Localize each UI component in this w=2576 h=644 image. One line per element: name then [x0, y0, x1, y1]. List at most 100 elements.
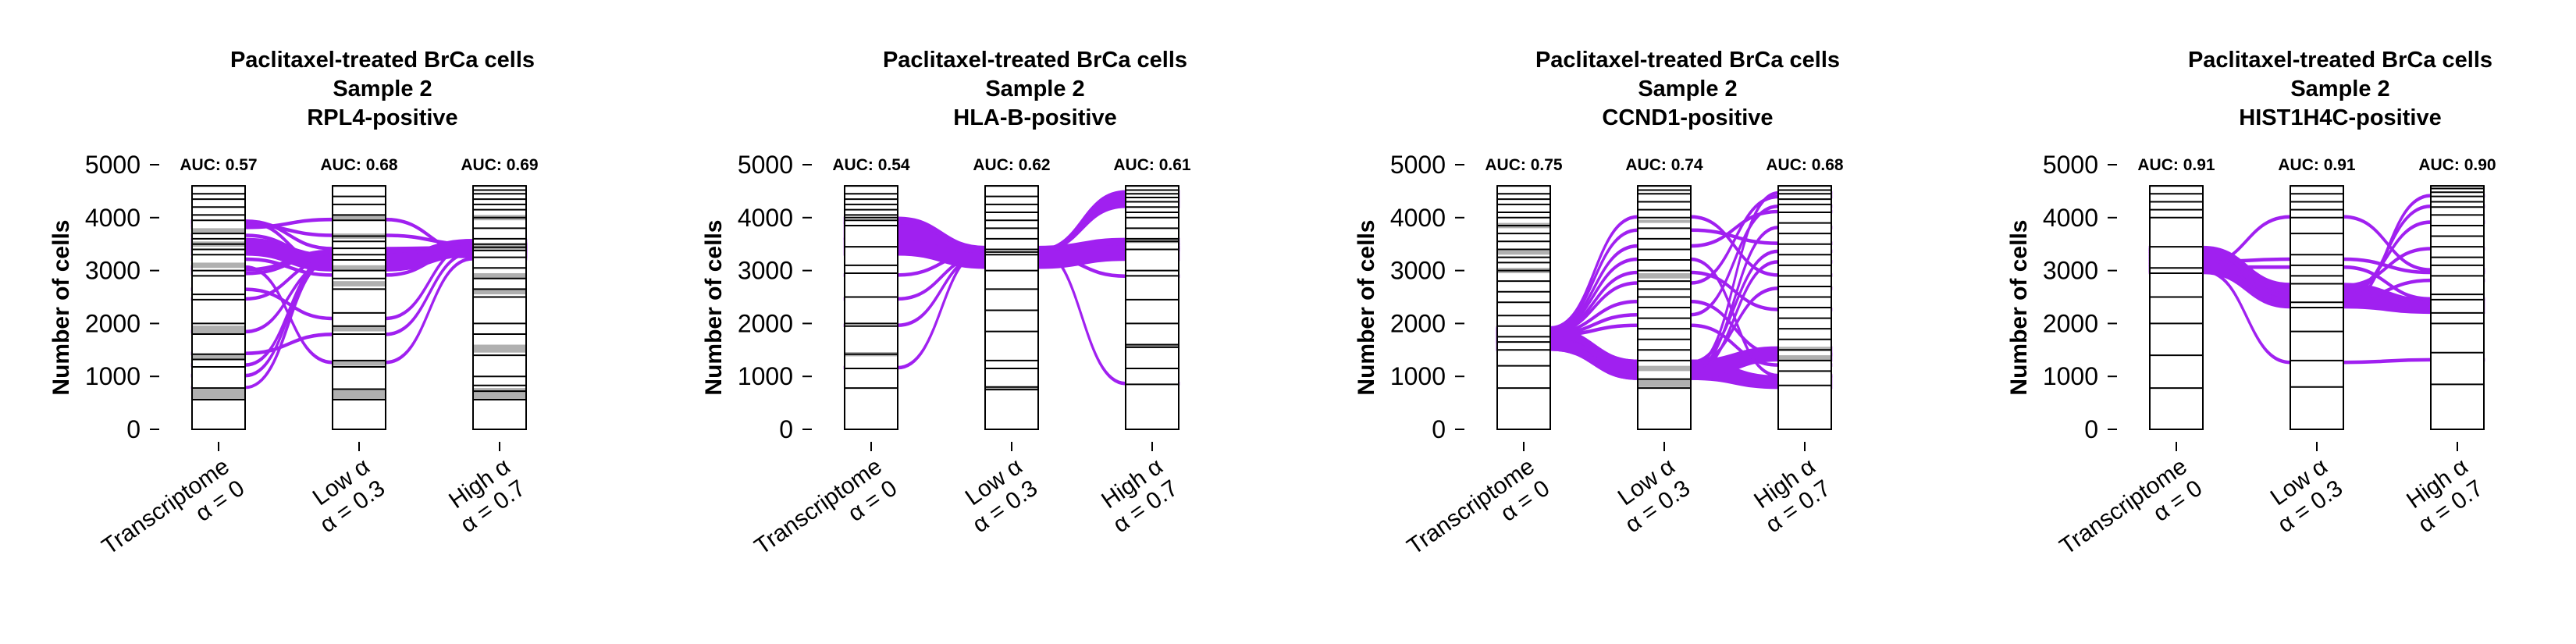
auc-label: AUC: 0.69	[461, 156, 538, 174]
y-tick-label: 1000	[738, 362, 793, 390]
stratum-gray-band	[333, 326, 386, 332]
panel-1: Paclitaxel-treated BrCa cells Sample 2 RPL…	[48, 48, 539, 560]
stratum-background	[1497, 186, 1550, 429]
auc-label: AUC: 0.74	[1625, 156, 1703, 174]
stratum-outline	[844, 185, 898, 430]
stratum-column-3: AUC: 0.68 High αα = 0.7	[1749, 156, 1844, 538]
stratum-gray-band	[1497, 250, 1550, 255]
y-tick-label: 5000	[738, 151, 793, 179]
stratum-background	[1126, 186, 1179, 429]
stratum-background	[2431, 186, 2484, 429]
y-axis-label: Number of cells	[2006, 220, 2032, 396]
panel-4: Paclitaxel-treated BrCa cells Sample 2 HIS…	[2006, 48, 2496, 560]
y-tick-label: 0	[2084, 415, 2098, 443]
stratum-gray-band	[1638, 379, 1691, 387]
stratum-column-3: AUC: 0.61 High αα = 0.7	[1097, 156, 1191, 538]
y-tick-label: 4000	[738, 204, 793, 232]
stratum-outline	[1777, 185, 1832, 430]
stratum-gray-band	[333, 265, 386, 271]
stratum-outline	[472, 185, 527, 430]
stratum-gray-band	[985, 386, 1038, 390]
stratum-gray-band	[1638, 219, 1691, 223]
stratum-gray-band	[1638, 365, 1691, 372]
auc-label: AUC: 0.54	[832, 156, 910, 174]
stratum-column-3: AUC: 0.69 High αα = 0.7	[444, 156, 538, 538]
auc-label: AUC: 0.68	[320, 156, 398, 174]
panel-title-line: Paclitaxel-treated BrCa cells	[883, 48, 1187, 73]
y-tick-label: 1000	[1390, 362, 1446, 390]
y-tick-label: 2000	[1390, 309, 1446, 337]
stratum-gray-band	[333, 215, 386, 220]
stratum-column-2: AUC: 0.74 Low αα = 0.3	[1614, 156, 1703, 538]
y-tick-label: 1000	[85, 362, 141, 390]
stratum-gray-band	[192, 228, 245, 234]
panel-title-line: CCND1-positive	[1602, 105, 1773, 130]
x-tick-label: Low αα = 0.3	[308, 454, 390, 538]
y-tick-label: 3000	[738, 257, 793, 285]
stratum-gray-band	[473, 388, 526, 400]
panel-title-line: HIST1H4C-positive	[2239, 105, 2441, 130]
stratum-gray-band	[473, 289, 526, 295]
stratum-background	[985, 186, 1038, 429]
stratum-column-2: AUC: 0.68 Low αα = 0.3	[308, 156, 398, 538]
y-tick-label: 0	[779, 415, 793, 443]
stratum-gray-band	[333, 360, 386, 366]
y-tick-label: 3000	[85, 257, 141, 285]
stratum-gray-band	[1778, 355, 1831, 361]
y-tick-label: 0	[1432, 415, 1446, 443]
stratum-gray-band	[1778, 347, 1831, 351]
stratum-outline	[1637, 185, 1692, 430]
y-axis-label: Number of cells	[1354, 220, 1379, 396]
y-tick-label: 3000	[1390, 257, 1446, 285]
stratum-outline	[2149, 185, 2204, 430]
auc-label: AUC: 0.90	[2418, 156, 2496, 174]
stratum-gray-band	[192, 354, 245, 360]
stratum-outline	[332, 185, 386, 430]
x-tick-label: High αα = 0.7	[444, 454, 530, 538]
panel-title-line: Sample 2	[2290, 76, 2389, 101]
y-tick-label: 2000	[2043, 309, 2098, 337]
x-tick-label: Low αα = 0.3	[961, 454, 1043, 538]
y-axis-label: Number of cells	[701, 220, 727, 396]
stratum-gray-band	[473, 272, 526, 279]
stratum-gray-band	[473, 344, 526, 353]
auc-label: AUC: 0.68	[1766, 156, 1844, 174]
y-tick-label: 4000	[85, 204, 141, 232]
stratum-column-2: AUC: 0.91 Low αα = 0.3	[2266, 156, 2356, 538]
x-tick-label: Low αα = 0.3	[2266, 454, 2348, 538]
auc-label: AUC: 0.61	[1113, 156, 1191, 174]
panel-title-line: Paclitaxel-treated BrCa cells	[1535, 48, 1840, 73]
auc-label: AUC: 0.75	[1485, 156, 1563, 174]
auc-label: AUC: 0.91	[2278, 156, 2356, 174]
stratum-outline	[1496, 185, 1551, 430]
stratum-outline	[984, 185, 1039, 430]
y-axis-label: Number of cells	[48, 220, 74, 396]
panel-3: Paclitaxel-treated BrCa cells Sample 2 CCN…	[1354, 48, 1844, 560]
panel-title-line: Paclitaxel-treated BrCa cells	[230, 48, 535, 73]
stratum-gray-band	[333, 281, 386, 286]
x-tick-label: High αα = 0.7	[2402, 454, 2488, 538]
y-tick-label: 2000	[738, 309, 793, 337]
stratum-outline	[1125, 185, 1179, 430]
stratum-gray-band	[192, 389, 245, 400]
panel-2: Paclitaxel-treated BrCa cells Sample 2 HLA…	[701, 48, 1191, 560]
stratum-background	[845, 186, 898, 429]
stratum-background	[2150, 186, 2203, 429]
auc-label: AUC: 0.62	[973, 156, 1050, 174]
y-tick-label: 5000	[1390, 151, 1446, 179]
panel-title-line: Sample 2	[333, 76, 432, 101]
y-tick-label: 3000	[2043, 257, 2098, 285]
x-tick-label: High αα = 0.7	[1749, 454, 1835, 538]
auc-label: AUC: 0.91	[2137, 156, 2215, 174]
stratum-outline	[191, 185, 246, 430]
panel-title-line: RPL4-positive	[307, 105, 457, 130]
y-tick-label: 4000	[2043, 204, 2098, 232]
stratum-gray-band	[192, 326, 245, 334]
stratum-outline	[2430, 185, 2485, 430]
